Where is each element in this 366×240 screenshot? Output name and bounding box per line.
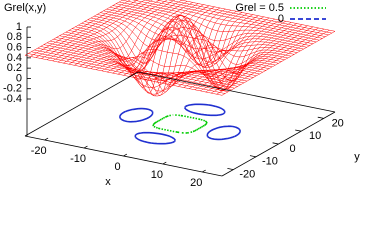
x-axis-label: x xyxy=(105,176,111,188)
z-tick-label: 0 xyxy=(16,72,22,84)
x-tick-label: 10 xyxy=(151,169,163,181)
mesh-line xyxy=(132,0,323,39)
legend-label: Grel = 0.5 xyxy=(235,2,284,14)
x-tick-label: -10 xyxy=(70,153,86,165)
z-tick-label: -0.2 xyxy=(3,83,22,95)
z-tick-label: 0.2 xyxy=(7,62,22,74)
mesh-line xyxy=(199,26,314,92)
mesh-line xyxy=(119,1,317,43)
x-tick-label: 0 xyxy=(114,161,120,173)
y-tick-label: -20 xyxy=(239,169,255,181)
mesh-line xyxy=(221,31,336,96)
z-tick-label: -0.4 xyxy=(3,93,22,105)
z-tick-label: 0.4 xyxy=(7,52,22,64)
mesh-line xyxy=(179,0,336,32)
mesh-line xyxy=(37,47,235,89)
x-tick xyxy=(44,137,49,141)
axis-line xyxy=(137,71,336,113)
y-tick xyxy=(295,129,302,132)
y-tick-label: -10 xyxy=(262,156,278,168)
mesh-line xyxy=(167,0,332,34)
mesh-line xyxy=(156,0,329,36)
y-tick xyxy=(272,142,279,145)
y-tick-label: 20 xyxy=(332,117,344,129)
mesh-line xyxy=(216,29,330,95)
z-tick-label: 0.6 xyxy=(7,41,22,53)
z-tick-label: 0.8 xyxy=(7,31,22,43)
y-tick-label: 0 xyxy=(289,143,295,155)
y-axis-label: y xyxy=(354,151,360,163)
contour xyxy=(119,103,241,145)
x-tick-label: 20 xyxy=(190,177,202,189)
x-tick-label: -20 xyxy=(31,145,47,157)
x-tick xyxy=(162,161,167,165)
z-tick-label: 1 xyxy=(16,21,22,33)
mesh-line xyxy=(210,28,325,94)
chart: Grel(x,y) -0.4-0.200.20.40.60.81-20-1001… xyxy=(3,0,360,189)
surface xyxy=(24,0,336,97)
mesh-line xyxy=(194,25,308,90)
contour xyxy=(152,114,208,134)
mesh-line xyxy=(205,27,319,93)
axis-line xyxy=(24,71,139,137)
x-tick xyxy=(83,145,88,149)
x-tick xyxy=(123,153,128,157)
axes: -0.4-0.200.20.40.60.81-20-1001020-20-100… xyxy=(3,21,344,189)
x-tick xyxy=(202,169,206,173)
y-tick xyxy=(227,168,234,170)
y-tick xyxy=(317,116,324,119)
contours xyxy=(119,103,241,145)
mesh-line xyxy=(143,0,326,37)
z-axis-label: Grel(x,y) xyxy=(4,2,46,14)
y-tick xyxy=(249,155,256,158)
mesh-line xyxy=(189,24,303,89)
legend-label: 0 xyxy=(278,13,284,25)
y-tick-label: 10 xyxy=(309,130,321,142)
mesh-line xyxy=(122,0,320,41)
